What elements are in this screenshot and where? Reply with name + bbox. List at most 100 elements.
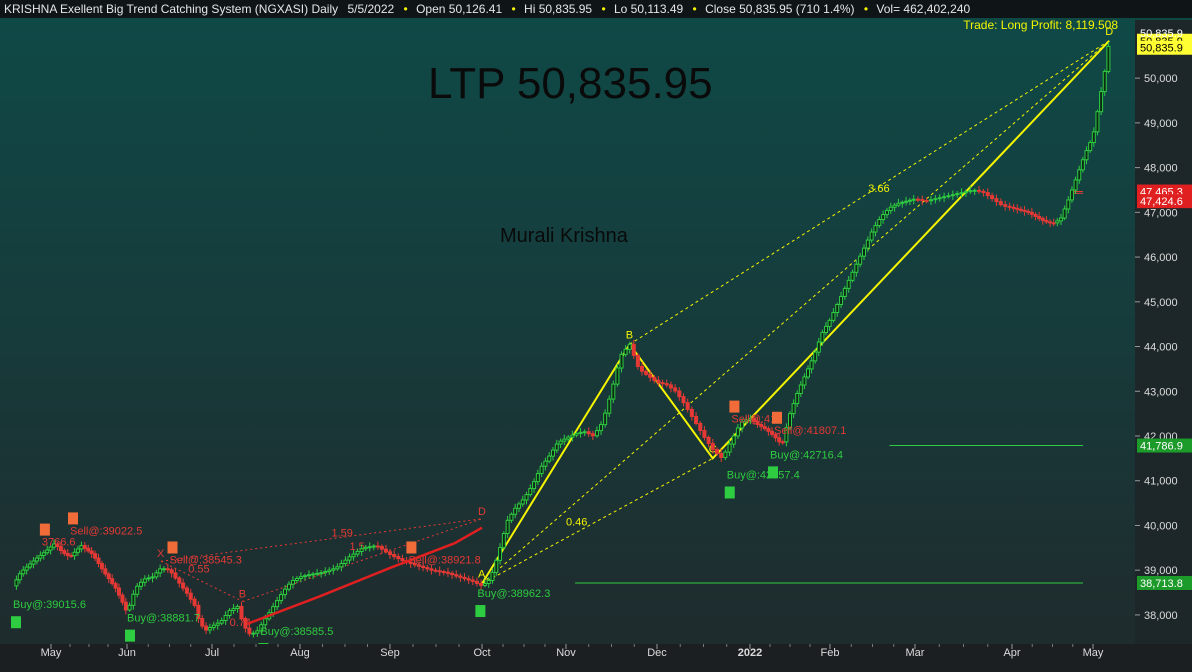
candle-body (959, 192, 964, 195)
candle-body (21, 569, 26, 575)
pattern2-point-label: X (157, 548, 165, 560)
pattern-dashed (481, 40, 1110, 584)
candle-body (798, 384, 803, 395)
sell-signal-label: Sell@:38921.8 (408, 554, 480, 566)
candle-body (685, 402, 690, 410)
candle-body (615, 367, 620, 385)
candle-body (161, 568, 166, 571)
pattern-point-label: B (626, 329, 633, 341)
x-tick-label: Oct (473, 647, 490, 659)
y-axis: 38,00039,00040,00041,00042,00043,00044,0… (1135, 20, 1192, 644)
candle-body (904, 200, 909, 203)
candle-body (582, 431, 587, 434)
buy-signal-label: Buy@:38962.3 (477, 588, 550, 600)
candle-body (586, 431, 591, 435)
y-tick-label: 48,000 (1144, 163, 1178, 175)
y-tick-label: 47,000 (1144, 207, 1178, 219)
candle-body (977, 189, 982, 192)
candle-body (188, 592, 193, 600)
candle-body (900, 201, 905, 204)
trend-line (246, 526, 483, 626)
candle-body (400, 558, 405, 562)
candle-body (865, 239, 870, 249)
candle-body (93, 553, 98, 559)
candle-body (1003, 204, 1008, 207)
buy-signal-label: Buy@:38585.5 (260, 626, 333, 638)
header-title: KRISHNA Exellent Big Trend Catching Syst… (4, 2, 338, 16)
candle-body (972, 189, 977, 192)
candle-body (603, 412, 608, 426)
candle-body (142, 578, 147, 583)
candle-body (664, 383, 669, 386)
candle-body (38, 554, 43, 559)
buy-arrow-icon (768, 466, 778, 479)
candle-body (570, 434, 575, 438)
candle-body (881, 214, 886, 221)
pattern2-leg (160, 560, 244, 602)
candle-body (323, 571, 328, 574)
pattern2-point-label: B (239, 589, 246, 601)
candle-body (806, 368, 810, 378)
candle-body (283, 588, 288, 596)
header-hi: Hi 50,835.95 (524, 2, 592, 16)
candle-body (755, 420, 760, 425)
candle-body (1095, 111, 1100, 133)
candle-body (1066, 199, 1071, 210)
y-tick-label: 45,000 (1144, 297, 1178, 309)
candle-body (1033, 213, 1038, 217)
candle-body (173, 572, 178, 579)
candle-body (219, 620, 224, 624)
candle-body (639, 365, 644, 372)
candle-body (243, 618, 248, 629)
buy-arrow-icon (11, 616, 21, 629)
candle-body (990, 195, 995, 200)
candle-body (896, 202, 901, 206)
candle-body (433, 569, 438, 572)
buy-signal-label: Buy@:42716.4 (770, 449, 843, 461)
candle-body (835, 303, 840, 314)
candle-body (994, 198, 999, 203)
candle-body (177, 577, 182, 584)
candle-body (347, 556, 352, 561)
candle-body (486, 579, 491, 585)
candle-body (1106, 45, 1111, 72)
candle-body (558, 440, 563, 445)
candle-body (788, 413, 792, 429)
sell-arrow-icon (772, 411, 782, 424)
candle-body (1062, 208, 1067, 219)
header-date: 5/5/2022 (347, 2, 394, 16)
candle-body (1018, 208, 1023, 211)
candle-body (287, 583, 291, 590)
candle-body (846, 279, 851, 289)
red-trend-line (246, 526, 483, 626)
candle-body (735, 427, 740, 437)
pattern-dashed (481, 457, 714, 585)
candle-body (445, 571, 450, 574)
y-tick-label: 49,000 (1144, 118, 1178, 130)
sell-signal-label: Sell@:41807.1 (774, 425, 846, 437)
candle-body (1015, 207, 1020, 210)
header-bar: KRISHNA Exellent Big Trend Catching Syst… (0, 0, 1192, 18)
candle-body (831, 312, 836, 321)
candle-body (535, 473, 540, 483)
candle-body (355, 550, 360, 555)
candle-body (619, 353, 624, 369)
candle-body (127, 604, 132, 611)
candle-body (839, 295, 844, 305)
price-badge-label: 41,786.9 (1140, 441, 1183, 453)
candle-body (532, 481, 537, 490)
x-tick-label: Sep (380, 647, 400, 659)
candle-body (673, 387, 678, 392)
x-tick-label: Feb (821, 647, 840, 659)
ltp-watermark: LTP 50,835.95 (428, 59, 713, 108)
candle-body (915, 198, 920, 201)
price-badge (1137, 438, 1192, 453)
candle-body (408, 561, 413, 564)
candle-body (271, 606, 276, 614)
candle-body (520, 499, 525, 505)
candle-body (652, 376, 657, 381)
candle-body (28, 563, 33, 568)
